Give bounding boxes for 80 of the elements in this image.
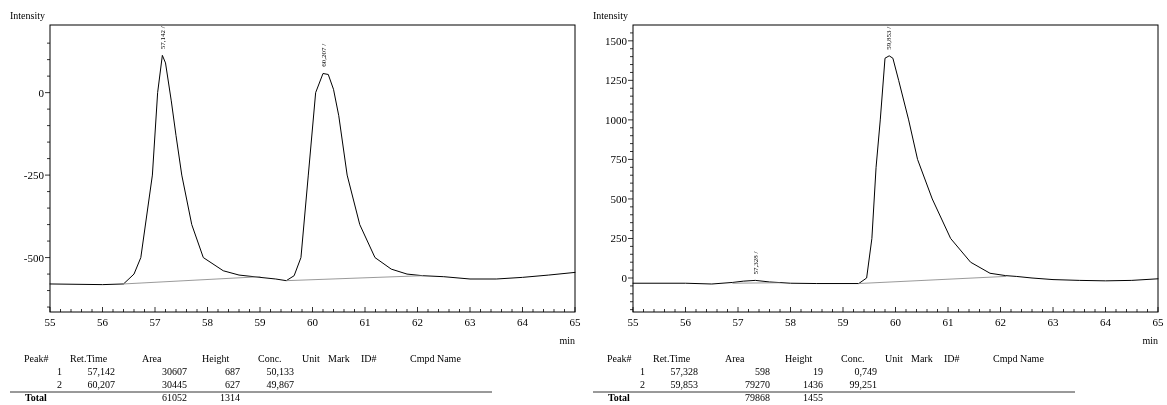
text: Cmpd Name xyxy=(993,353,1045,364)
x-tick-label: 59 xyxy=(837,316,849,328)
text: Unit xyxy=(885,353,903,364)
x-tick-label: 57 xyxy=(732,316,744,328)
text: Mark xyxy=(328,353,350,364)
text: 60,207 xyxy=(87,379,115,390)
text: 627 xyxy=(225,379,240,390)
x-tick-label: 64 xyxy=(517,316,529,328)
text: ID# xyxy=(361,353,377,364)
x-tick-label: 61 xyxy=(942,316,954,328)
x-tick-label: 57 xyxy=(149,316,161,328)
text: Total xyxy=(608,392,631,403)
text: Conc. xyxy=(258,353,282,364)
x-tick-label: 62 xyxy=(412,316,423,328)
text: 50,133 xyxy=(266,366,294,377)
y-tick-label: 1500 xyxy=(605,34,628,47)
text: 30445 xyxy=(162,379,187,390)
y-axis-title: Intensity xyxy=(593,10,628,21)
x-tick-label: 60 xyxy=(307,316,319,328)
text: 1 xyxy=(57,366,62,377)
x-tick-label: 56 xyxy=(97,316,109,328)
text: 61052 xyxy=(162,392,187,403)
text: 99,251 xyxy=(849,379,877,390)
x-tick-label: 60 xyxy=(890,316,902,328)
text: Unit xyxy=(302,353,320,364)
x-tick-label: 61 xyxy=(359,316,371,328)
text: Peak# xyxy=(607,353,632,364)
text: 57,328 xyxy=(670,366,698,377)
text: 79868 xyxy=(745,392,770,403)
text: Cmpd Name xyxy=(410,353,462,364)
x-tick-label: 56 xyxy=(680,316,692,328)
y-tick-label: 250 xyxy=(610,232,628,245)
text: Height xyxy=(785,353,813,364)
y-tick-label: 750 xyxy=(610,153,628,166)
text: 57,142 xyxy=(87,366,115,377)
text: 598 xyxy=(755,366,770,377)
text: 49,867 xyxy=(266,379,294,390)
text: 1314 xyxy=(220,392,240,403)
x-tick-label: 65 xyxy=(1152,316,1164,328)
text: Peak# xyxy=(24,353,49,364)
text: Ret.Time xyxy=(70,353,108,364)
text: Ret.Time xyxy=(653,353,691,364)
y-tick-label: 1000 xyxy=(605,113,628,126)
text: 2 xyxy=(57,379,62,390)
text: 1455 xyxy=(803,392,823,403)
text: Conc. xyxy=(841,353,865,364)
text: 59,853 xyxy=(670,379,698,390)
y-tick-label: -500 xyxy=(23,251,45,264)
x-tick-label: 55 xyxy=(627,316,639,328)
text: 687 xyxy=(225,366,240,377)
x-tick-label: 64 xyxy=(1100,316,1112,328)
text: ID# xyxy=(944,353,960,364)
text: 1 xyxy=(640,366,645,377)
x-tick-label: 58 xyxy=(202,316,214,328)
x-tick-label: 62 xyxy=(995,316,1006,328)
y-tick-label: 1250 xyxy=(605,74,628,87)
y-tick-label: 0 xyxy=(621,272,628,284)
y-tick-label: 500 xyxy=(610,192,628,205)
y-tick-label: -250 xyxy=(23,169,45,182)
x-tick-label: 63 xyxy=(1047,316,1059,328)
text: Height xyxy=(202,353,230,364)
x-axis-title: min xyxy=(1142,335,1158,346)
text: 0,749 xyxy=(854,366,877,377)
x-tick-label: 59 xyxy=(254,316,266,328)
text: 79270 xyxy=(745,379,770,390)
x-axis-title: min xyxy=(559,335,575,346)
text: 2 xyxy=(640,379,645,390)
x-tick-label: 65 xyxy=(569,316,581,328)
y-axis-title: Intensity xyxy=(10,10,45,21)
x-tick-label: 58 xyxy=(785,316,797,328)
text: 30607 xyxy=(162,366,187,377)
y-tick-label: 0 xyxy=(38,86,45,99)
text: Mark xyxy=(911,353,933,364)
text: Total xyxy=(25,392,48,403)
x-tick-label: 63 xyxy=(464,316,476,328)
text: 19 xyxy=(813,366,823,377)
text: 1436 xyxy=(803,379,823,390)
text: Area xyxy=(142,353,162,364)
x-tick-label: 55 xyxy=(44,316,56,328)
text: Area xyxy=(725,353,745,364)
